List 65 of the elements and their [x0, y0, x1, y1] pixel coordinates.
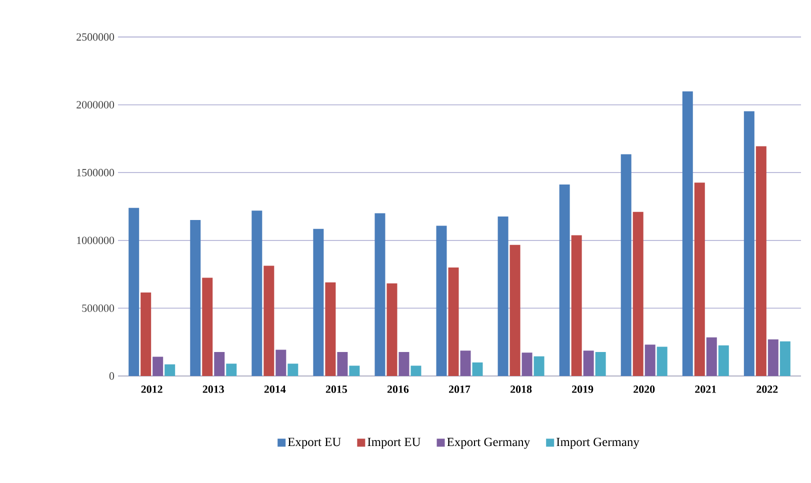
bar	[632, 212, 644, 376]
bar	[152, 356, 164, 376]
x-tick-label: 2014	[264, 386, 286, 393]
x-tick-label: 2017	[449, 386, 470, 393]
bar	[534, 356, 544, 376]
bar	[226, 364, 237, 376]
bar	[436, 226, 447, 376]
bar	[682, 91, 693, 376]
bar	[202, 278, 213, 376]
bar	[164, 364, 176, 376]
x-tick-label: 2015	[326, 386, 347, 393]
x-tick-label: 2019	[572, 386, 594, 393]
legend-label: Export EU	[288, 438, 341, 449]
bar	[325, 282, 336, 376]
bar	[264, 266, 274, 376]
x-tick-label: 2021	[695, 386, 716, 393]
bar	[718, 345, 729, 376]
bar	[571, 235, 582, 376]
bar	[288, 364, 298, 376]
y-tick-label: 2000000	[76, 101, 114, 108]
bar	[313, 228, 324, 376]
legend-label: Export Germany	[447, 438, 530, 449]
bar	[410, 366, 422, 376]
y-tick-label: 1500000	[77, 168, 114, 176]
bar	[276, 350, 286, 376]
bar	[374, 213, 386, 376]
y-tick-label: 500000	[82, 304, 114, 312]
bar	[398, 352, 410, 376]
bar	[128, 208, 140, 376]
x-tick-label: 2020	[634, 386, 655, 393]
bar	[190, 220, 201, 376]
y-tick-label: 0	[109, 372, 114, 380]
bar	[140, 292, 152, 376]
bar	[768, 339, 778, 376]
x-tick-label: 2018	[510, 386, 532, 393]
bar	[460, 350, 471, 376]
bar	[510, 244, 520, 376]
bar	[472, 362, 483, 376]
bar	[756, 146, 766, 376]
bar	[620, 154, 632, 376]
bar	[337, 352, 348, 376]
bar	[595, 352, 606, 376]
bar	[498, 216, 508, 376]
x-tick-label: 2022	[756, 386, 778, 393]
x-tick-label: 2013	[202, 386, 224, 393]
bar	[349, 366, 360, 376]
bar	[252, 210, 262, 376]
bar	[656, 346, 668, 376]
bar	[522, 352, 532, 376]
bar	[706, 337, 717, 376]
x-tick-label: 2012	[141, 386, 162, 393]
legend-label: Import Germany	[556, 438, 640, 449]
bar	[694, 182, 705, 376]
y-tick-label: 2500000	[76, 33, 114, 41]
bar	[583, 350, 594, 376]
bar	[644, 344, 656, 376]
bar	[780, 341, 790, 376]
bar	[386, 283, 398, 376]
y-tick-label: 1000000	[77, 236, 114, 244]
x-tick-label: 2016	[387, 386, 409, 393]
bar	[559, 184, 570, 376]
bar	[214, 352, 225, 376]
legend-label: Import EU	[368, 438, 421, 449]
bar	[744, 111, 754, 376]
bar	[448, 268, 459, 376]
